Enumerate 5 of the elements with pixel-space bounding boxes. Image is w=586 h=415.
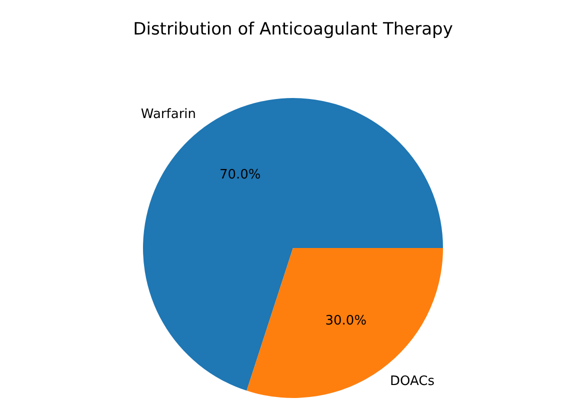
data-label: 30.0% bbox=[325, 313, 367, 328]
data-label: 70.0% bbox=[219, 168, 261, 183]
chart-title: Distribution of Anticoagulant Therapy bbox=[133, 20, 453, 40]
slice-label: Warfarin bbox=[140, 107, 196, 122]
slice-label: DOACs bbox=[390, 374, 435, 389]
